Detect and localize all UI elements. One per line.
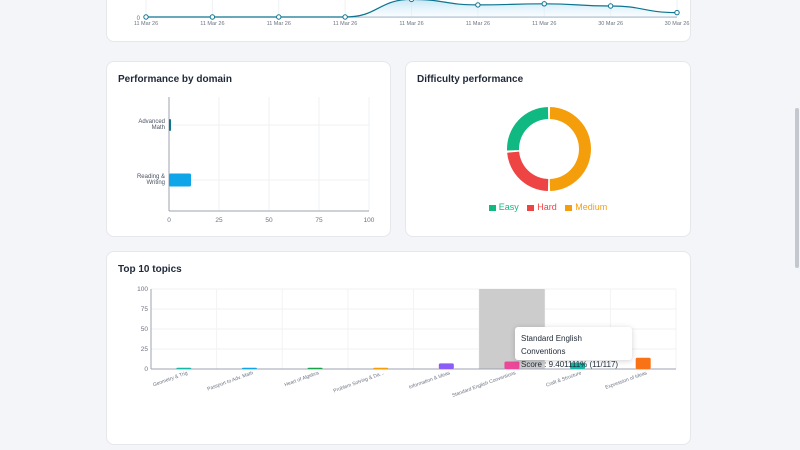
timeline-point[interactable] [143, 14, 149, 20]
timeline-x-label: 11 Mar 26 [134, 21, 158, 27]
timeline-x-label: 11 Mar 26 [267, 21, 291, 27]
x-tick-label: Information & Ideas [408, 370, 451, 391]
domain-bar[interactable] [169, 173, 191, 187]
scrollbar-thumb[interactable] [795, 108, 799, 268]
y-tick-label: Advanced Math [138, 119, 165, 131]
difficulty-legend: Easy Hard Medium [406, 202, 690, 212]
timeline-point[interactable] [674, 9, 680, 16]
domain-bar[interactable] [169, 119, 171, 131]
topic-bar[interactable] [307, 367, 323, 369]
x-tick-label: 0 [167, 217, 171, 224]
legend-label: Hard [537, 202, 557, 212]
donut-slice-hard[interactable] [507, 151, 549, 191]
y-tick-label: 25 [141, 346, 149, 353]
timeline-area [146, 0, 677, 18]
y-tick-label: 50 [141, 326, 149, 333]
topic-bar[interactable] [176, 367, 192, 369]
timeline-point[interactable] [209, 14, 216, 20]
donut-slice-easy[interactable] [507, 107, 549, 151]
x-tick-label: 50 [265, 217, 273, 224]
topic-bar[interactable] [438, 363, 454, 369]
legend-swatch [565, 204, 573, 211]
timeline-x-label: 11 Mar 26 [333, 21, 357, 27]
timeline-x-label: 11 Mar 26 [200, 21, 224, 27]
page-scrollbar[interactable] [794, 0, 800, 450]
x-tick-label: 25 [215, 217, 223, 224]
timeline-chart: 11 Mar 26 11 Mar 26 11 Mar 26 11 Mar 26 11 M… [134, 0, 690, 27]
topic-bar[interactable] [504, 361, 520, 369]
x-tick-label: Standard English Conventions [451, 370, 517, 399]
timeline-x-label: 30 Mar 26 [665, 21, 690, 27]
timeline-point[interactable] [475, 2, 481, 8]
legend-item-medium[interactable]: Medium [565, 202, 607, 212]
legend-item-easy[interactable]: Easy [488, 202, 519, 212]
legend-item-hard[interactable]: Hard [527, 202, 557, 212]
legend-swatch [527, 204, 535, 211]
timeline-point[interactable] [607, 3, 614, 9]
legend-swatch [488, 204, 496, 211]
timeline-point[interactable] [342, 14, 348, 20]
x-tick-label: 75 [315, 217, 323, 224]
chart-tooltip: Standard English Conventions Score : 9.4… [515, 327, 632, 369]
y-tick-label: Reading & Writing [137, 174, 165, 186]
topic-bar[interactable] [635, 357, 651, 369]
y-tick-label: 75 [141, 306, 149, 313]
tooltip-title: Standard English Conventions [521, 334, 582, 356]
difficulty-donut-chart [507, 107, 591, 191]
timeline-x-label: 11 Mar 26 [466, 21, 490, 27]
timeline-y0-label: 0 [137, 16, 141, 22]
x-tick-label: 100 [364, 217, 375, 224]
y-tick-label: 100 [137, 286, 148, 293]
timeline-point[interactable] [276, 14, 282, 20]
difficulty-performance-card: Difficulty performance Easy Hard Medium [405, 61, 691, 237]
legend-label: Easy [498, 202, 519, 212]
timeline-line [145, 0, 678, 18]
x-tick-label: Heart of Algebra [284, 370, 320, 388]
topic-bar[interactable] [241, 367, 257, 369]
domain-bar-chart: 0 25 50 75 100 Advanced Math Reading & Writing [137, 97, 375, 224]
timeline-card: 11 Mar 26 11 Mar 26 11 Mar 26 11 Mar 26 11 M… [106, 0, 691, 42]
legend-label: Medium [575, 202, 608, 212]
card-title: Performance by domain [118, 74, 232, 85]
timeline-x-label: 11 Mar 26 [532, 21, 556, 27]
timeline-point[interactable] [408, 0, 415, 3]
performance-by-domain-card: Performance by domain 0 25 50 75 100 Advanced… [106, 61, 391, 237]
x-tick-label: Problem Solving & Da… [333, 370, 386, 394]
x-tick-label: Geometry & Trig [152, 370, 188, 388]
timeline-point[interactable] [541, 1, 547, 7]
timeline-x-label: 30 Mar 26 [598, 21, 623, 27]
topic-bar[interactable] [373, 367, 389, 369]
tooltip-text: Score : 9.401111% (11/117) [521, 360, 619, 369]
x-tick-label: Craft & Structure [545, 370, 582, 388]
timeline-x-label: 11 Mar 26 [399, 21, 423, 27]
x-tick-label: Expression of Ideas [605, 370, 649, 391]
y-tick-label: 0 [144, 366, 148, 373]
x-tick-label: Passport to Adv. Math [206, 370, 254, 392]
card-title: Difficulty performance [417, 74, 524, 85]
card-title: Top 10 topics [118, 264, 182, 275]
donut-slice-medium[interactable] [549, 107, 591, 191]
topic-bar[interactable] [570, 362, 586, 369]
